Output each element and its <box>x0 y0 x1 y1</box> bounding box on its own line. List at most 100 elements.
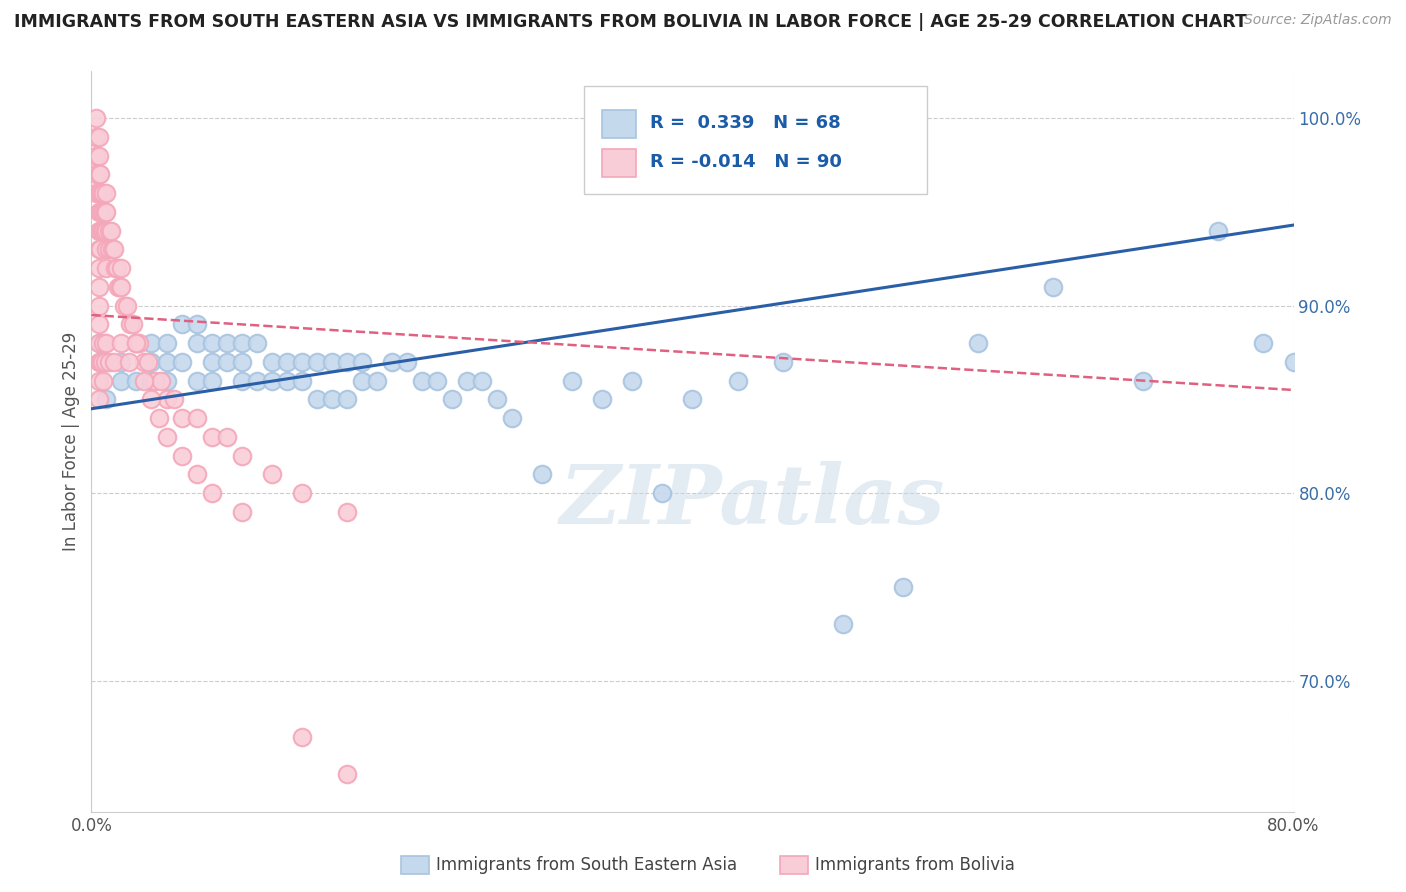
FancyBboxPatch shape <box>602 149 636 178</box>
Point <box>143 374 166 388</box>
Point <box>501 411 523 425</box>
Point <box>125 374 148 388</box>
Point <box>125 336 148 351</box>
Point <box>561 374 583 388</box>
Text: R = -0.014   N = 90: R = -0.014 N = 90 <box>651 153 842 171</box>
Point <box>215 430 238 444</box>
Point <box>89 224 111 238</box>
Point <box>321 392 343 407</box>
Point <box>186 318 208 332</box>
Text: IMMIGRANTS FROM SOUTH EASTERN ASIA VS IMMIGRANTS FROM BOLIVIA IN LABOR FORCE | A: IMMIGRANTS FROM SOUTH EASTERN ASIA VS IM… <box>14 13 1247 31</box>
Point <box>276 355 298 369</box>
Point <box>291 374 314 388</box>
Point <box>336 355 359 369</box>
Point <box>94 224 117 238</box>
Point <box>138 355 160 369</box>
Point <box>107 280 129 294</box>
Point <box>350 374 373 388</box>
Point <box>186 374 208 388</box>
Point <box>117 299 139 313</box>
Point <box>96 355 118 369</box>
Point <box>231 355 253 369</box>
Point <box>90 205 112 219</box>
Point <box>89 186 111 201</box>
Point <box>141 374 163 388</box>
Point <box>215 355 238 369</box>
Point <box>186 467 208 482</box>
Point <box>291 486 314 500</box>
Y-axis label: In Labor Force | Age 25-29: In Labor Force | Age 25-29 <box>62 332 80 551</box>
Point <box>1282 355 1305 369</box>
Point <box>84 112 107 126</box>
Point <box>96 336 118 351</box>
Point <box>727 374 749 388</box>
Point <box>366 374 388 388</box>
Point <box>108 280 131 294</box>
Point <box>87 318 110 332</box>
Point <box>170 355 193 369</box>
Point <box>148 411 170 425</box>
Point <box>90 224 112 238</box>
Point <box>87 168 110 182</box>
Point <box>456 374 478 388</box>
Point <box>125 336 148 351</box>
Point <box>87 205 110 219</box>
Point <box>395 355 418 369</box>
Point <box>98 243 121 257</box>
Point <box>155 392 177 407</box>
Point <box>305 392 328 407</box>
Point <box>336 505 359 519</box>
Point <box>84 149 107 163</box>
Point <box>651 486 673 500</box>
Point <box>426 374 449 388</box>
Point <box>291 730 314 744</box>
Point <box>201 430 224 444</box>
Text: Immigrants from Bolivia: Immigrants from Bolivia <box>815 856 1015 874</box>
Point <box>89 168 111 182</box>
Point <box>93 205 115 219</box>
Point <box>772 355 794 369</box>
Point <box>260 374 283 388</box>
Point <box>100 224 122 238</box>
Point <box>96 186 118 201</box>
Point <box>87 224 110 238</box>
Point <box>291 355 314 369</box>
Point <box>122 318 145 332</box>
Point <box>155 336 177 351</box>
Point <box>93 224 115 238</box>
Point <box>87 261 110 276</box>
Point <box>96 261 118 276</box>
Point <box>149 374 172 388</box>
Point <box>411 374 433 388</box>
Text: R =  0.339   N = 68: R = 0.339 N = 68 <box>651 114 841 132</box>
Point <box>128 336 150 351</box>
Point <box>891 580 914 594</box>
Point <box>104 261 127 276</box>
Point <box>94 205 117 219</box>
Point <box>201 486 224 500</box>
Point <box>231 449 253 463</box>
Point <box>87 149 110 163</box>
Point <box>1253 336 1275 351</box>
Point <box>110 261 132 276</box>
Point <box>381 355 404 369</box>
Point <box>321 355 343 369</box>
Point <box>87 130 110 145</box>
Point <box>141 355 163 369</box>
Point <box>305 355 328 369</box>
Point <box>132 355 155 369</box>
Point <box>87 374 110 388</box>
Point <box>336 392 359 407</box>
Point <box>110 355 132 369</box>
Point <box>276 374 298 388</box>
Point <box>246 336 269 351</box>
Point <box>336 767 359 781</box>
Point <box>93 374 115 388</box>
Point <box>94 355 117 369</box>
Point <box>110 374 132 388</box>
Point <box>155 374 177 388</box>
Point <box>96 224 118 238</box>
Point <box>114 299 136 313</box>
FancyBboxPatch shape <box>585 87 927 194</box>
Point <box>110 336 132 351</box>
